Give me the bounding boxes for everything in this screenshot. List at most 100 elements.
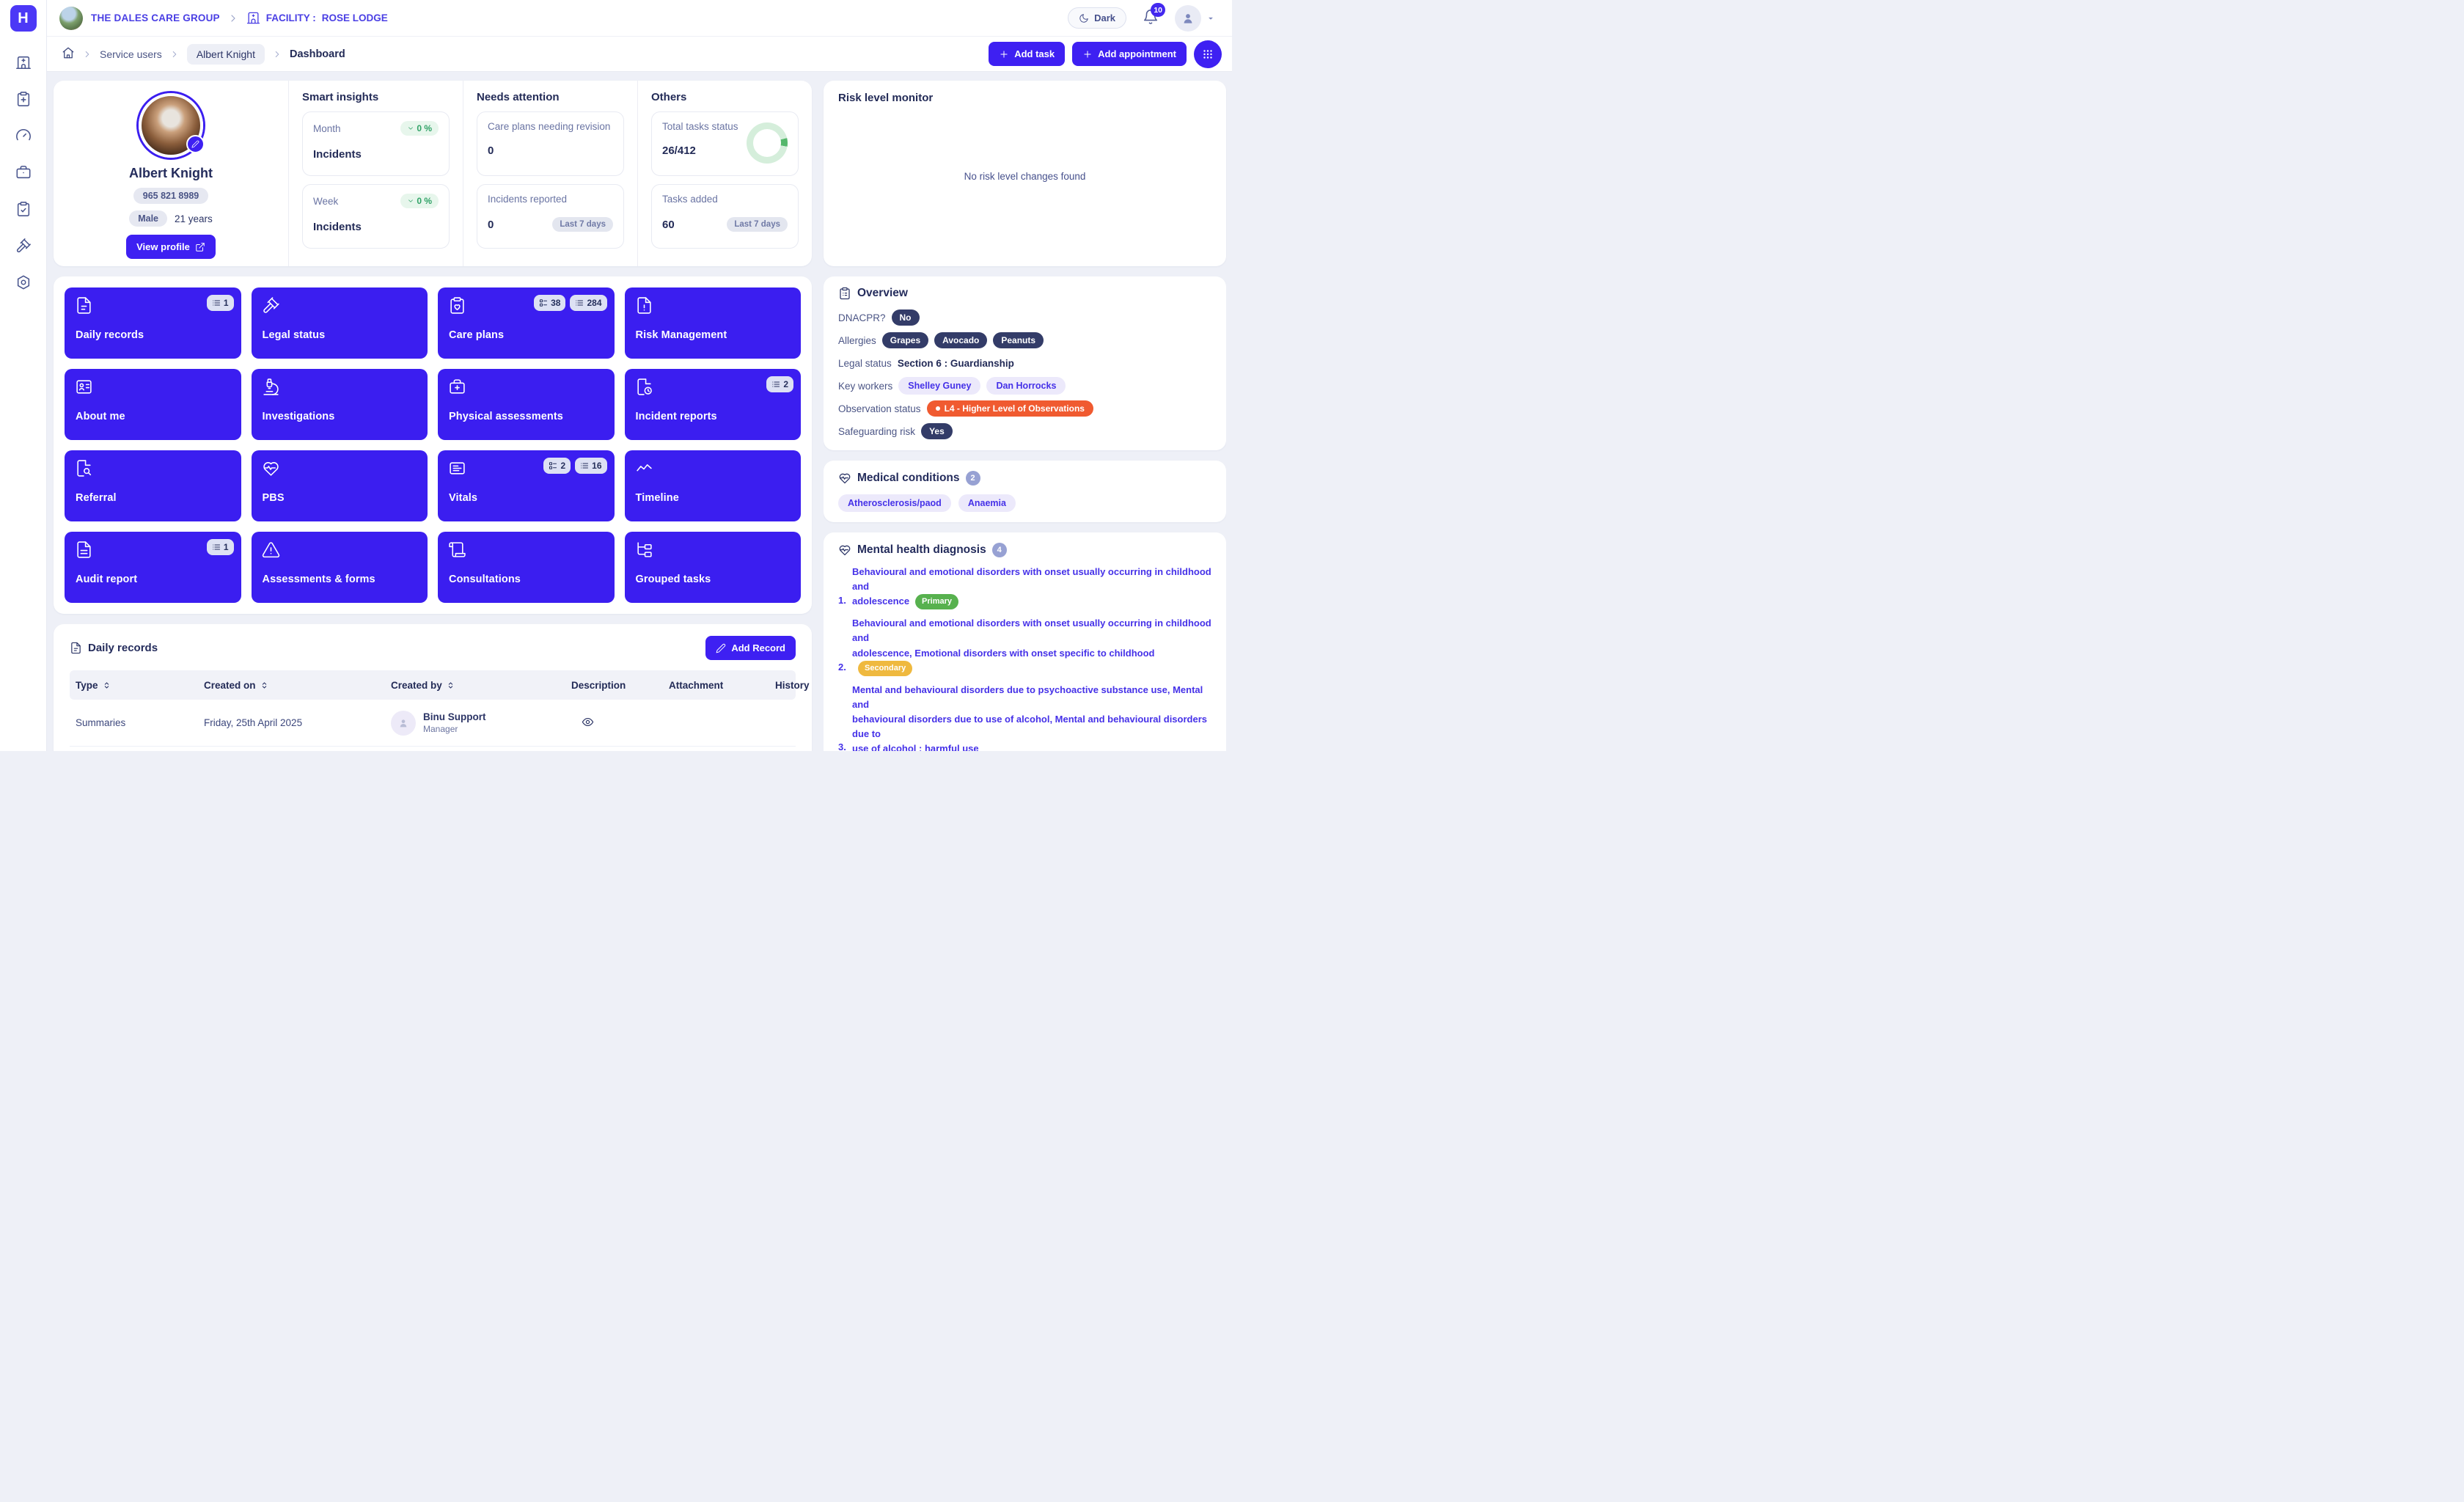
chevron-down-icon xyxy=(407,125,414,132)
building-icon xyxy=(246,11,260,25)
tile-incident-reports[interactable]: 2 Incident reports xyxy=(624,369,801,440)
add-appointment-button[interactable]: Add appointment xyxy=(1072,42,1187,66)
tile-risk-management[interactable]: Risk Management xyxy=(624,287,801,359)
tile-timeline[interactable]: Timeline xyxy=(624,450,801,521)
tile-investigations[interactable]: Investigations xyxy=(251,369,428,440)
breadcrumb-home[interactable] xyxy=(62,46,75,62)
condition-badge[interactable]: Anaemia xyxy=(958,494,1016,512)
column-header-type[interactable]: Type xyxy=(70,680,198,691)
view-description-button[interactable] xyxy=(582,719,594,730)
others-panel: Others Total tasks status 26/412 Tasks a… xyxy=(637,81,812,266)
heart-pulse-icon xyxy=(838,543,851,557)
creator-avatar xyxy=(391,710,416,736)
diagnosis-item: 3. Mental and behavioural disorders due … xyxy=(838,683,1211,751)
id-card-icon xyxy=(75,378,93,396)
tile-vitals[interactable]: 2 16 Vitals xyxy=(438,450,615,521)
settings-nut-icon xyxy=(15,274,32,290)
add-task-label: Add task xyxy=(1014,48,1055,59)
patient-name: Albert Knight xyxy=(129,166,213,180)
facility-selector[interactable]: FACILITY : ROSE LODGE xyxy=(246,11,388,25)
column-header-created-on[interactable]: Created on xyxy=(198,680,385,691)
user-menu[interactable] xyxy=(1175,4,1216,32)
breadcrumb-patient[interactable]: Albert Knight xyxy=(186,43,265,65)
eye-icon xyxy=(582,716,594,728)
gavel-icon xyxy=(262,296,280,315)
tile-consultations[interactable]: Consultations xyxy=(438,532,615,603)
patient-gender-badge: Male xyxy=(129,210,167,227)
file-clock-icon xyxy=(635,378,653,396)
tile-pbs[interactable]: PBS xyxy=(251,450,428,521)
home-icon xyxy=(62,46,75,59)
key-worker-badge[interactable]: Shelley Guney xyxy=(898,377,981,395)
legal-status-value: Section 6 : Guardianship xyxy=(897,357,1014,369)
stat-value: 60 xyxy=(662,218,675,231)
heart-pulse-icon xyxy=(262,459,280,477)
allergies-label: Allergies xyxy=(838,334,876,346)
stat-label: Tasks added xyxy=(662,194,718,205)
add-task-button[interactable]: Add task xyxy=(989,42,1066,66)
sidebar-item-facility[interactable] xyxy=(10,49,37,76)
tile-care-plans[interactable]: 38 284 Care plans xyxy=(438,287,615,359)
edit-avatar-button[interactable] xyxy=(186,135,205,153)
list-icon xyxy=(771,380,780,389)
moon-icon xyxy=(1079,13,1089,23)
grid-dots-icon xyxy=(1201,48,1214,61)
person-icon xyxy=(397,717,409,729)
sort-icon xyxy=(102,681,111,690)
sidebar-item-legal[interactable] xyxy=(10,232,37,259)
add-record-button[interactable]: Add Record xyxy=(705,636,796,660)
trend-badge: 0 % xyxy=(400,194,439,208)
pencil-icon xyxy=(716,643,726,653)
clipboard-check-icon xyxy=(15,201,32,217)
care-plans-revision-card: Care plans needing revision 0 xyxy=(477,111,624,176)
notifications-button[interactable]: 10 xyxy=(1143,3,1165,27)
tile-about-me[interactable]: About me xyxy=(65,369,241,440)
apps-grid-button[interactable] xyxy=(1194,40,1222,68)
chevron-right-icon xyxy=(169,49,180,59)
tile-daily-records[interactable]: 1 Daily records xyxy=(65,287,241,359)
tile-physical-assessments[interactable]: Physical assessments xyxy=(438,369,615,440)
file-search-icon xyxy=(75,459,93,477)
total-tasks-status-card: Total tasks status 26/412 xyxy=(651,111,799,176)
group-avatar[interactable] xyxy=(59,6,83,30)
daily-records-table: Type Created on Created by Description A… xyxy=(70,670,810,747)
tile-referral[interactable]: Referral xyxy=(65,450,241,521)
patient-phone: 965 821 8989 xyxy=(133,188,209,204)
sidebar-item-organisation[interactable] xyxy=(10,159,37,186)
column-header-created-by[interactable]: Created by xyxy=(385,680,565,691)
tile-legal-status[interactable]: Legal status xyxy=(251,287,428,359)
key-worker-badge[interactable]: Dan Horrocks xyxy=(986,377,1066,395)
tile-audit-report[interactable]: 1 Audit report xyxy=(65,532,241,603)
sidebar-item-tasks[interactable] xyxy=(10,196,37,222)
period-chip: Last 7 days xyxy=(552,217,613,232)
smart-insights-title: Smart insights xyxy=(302,91,379,103)
file-text-icon xyxy=(70,642,82,654)
diagnosis-number: 3. xyxy=(838,741,846,751)
count-badge: 16 xyxy=(575,458,607,474)
medical-conditions-count-badge: 2 xyxy=(965,471,980,486)
tasks-added-card: Tasks added 60 Last 7 days xyxy=(651,184,799,249)
notifications-count-badge: 10 xyxy=(1151,3,1165,17)
table-row[interactable]: Summaries Friday, 25th April 2025 Binu S… xyxy=(70,700,796,747)
sidebar-item-care-records[interactable] xyxy=(10,86,37,112)
key-workers-label: Key workers xyxy=(838,380,893,392)
condition-badge[interactable]: Atherosclerosis/paod xyxy=(838,494,951,512)
app-logo[interactable]: H xyxy=(10,5,37,32)
view-profile-button[interactable]: View profile xyxy=(126,235,216,259)
group-name[interactable]: THE DALES CARE GROUP xyxy=(91,12,220,23)
sidebar-item-dashboard[interactable] xyxy=(10,122,37,149)
column-header-history: History xyxy=(775,679,810,691)
risk-monitor-title: Risk level monitor xyxy=(838,92,934,104)
count-badge: 38 xyxy=(534,295,566,311)
tile-grouped-tasks[interactable]: Grouped tasks xyxy=(624,532,801,603)
column-header-attachment: Attachment xyxy=(669,679,724,691)
breadcrumb-bar: Service users Albert Knight Dashboard Ad… xyxy=(47,37,1232,72)
sidebar-item-settings[interactable] xyxy=(10,269,37,296)
dnacpr-badge: No xyxy=(891,309,920,326)
period-chip: Last 7 days xyxy=(727,217,788,232)
stat-value: 0 xyxy=(488,144,494,157)
breadcrumb-service-users[interactable]: Service users xyxy=(100,48,162,60)
tile-assessments-forms[interactable]: Assessments & forms xyxy=(251,532,428,603)
theme-toggle-button[interactable]: Dark xyxy=(1068,7,1126,29)
clipboard-icon xyxy=(838,287,851,300)
